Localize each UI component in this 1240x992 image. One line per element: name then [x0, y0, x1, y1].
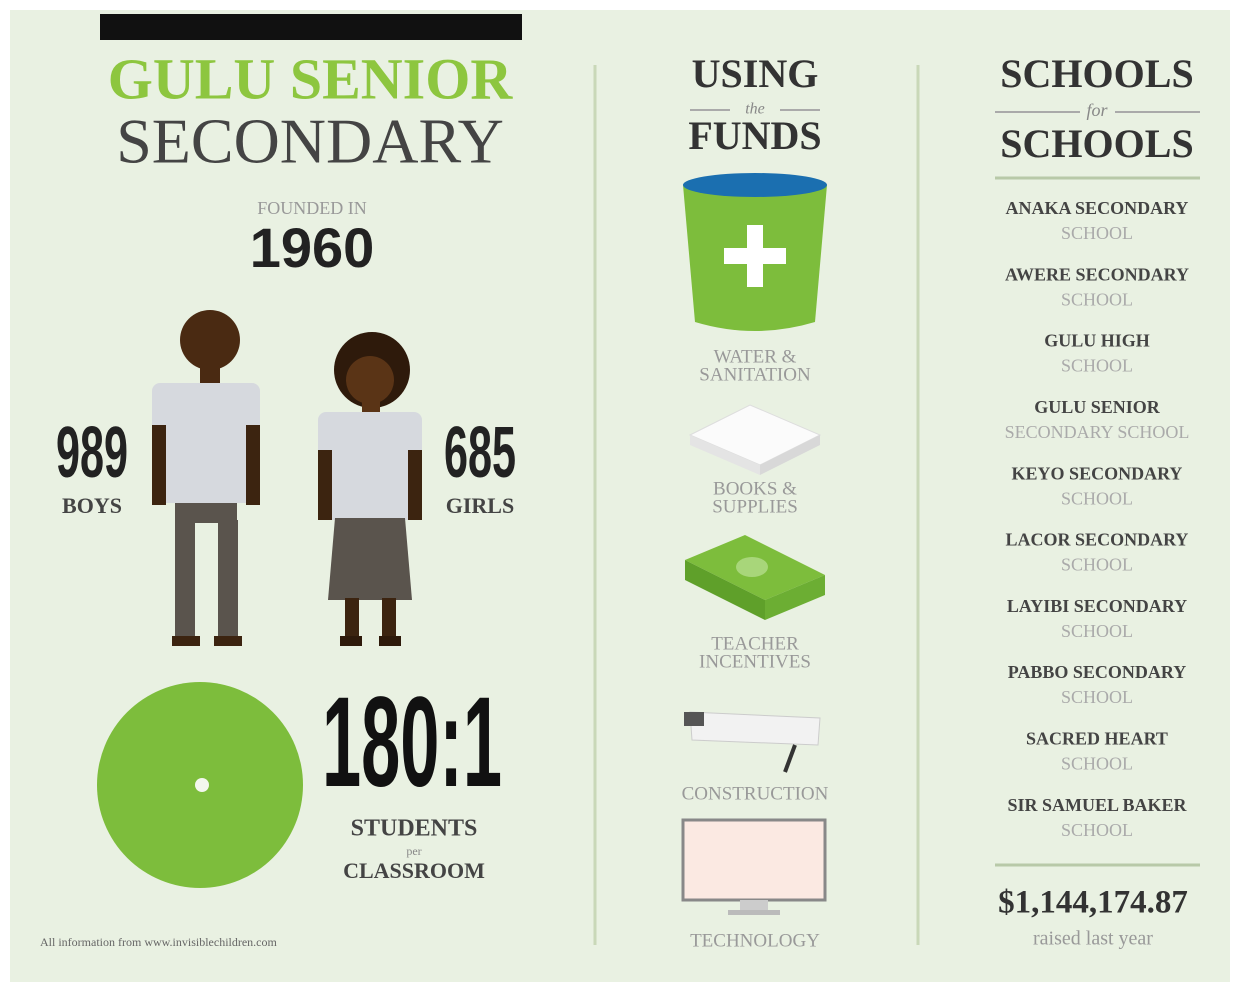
- ratio-line2: CLASSROOM: [343, 858, 485, 883]
- school-name: LAYIBI SECONDARY: [1007, 596, 1187, 616]
- title-line2: SECONDARY: [116, 106, 504, 177]
- fund-label: SANITATION: [699, 364, 811, 385]
- school-name: PABBO SECONDARY: [1008, 662, 1187, 682]
- school-sub: SCHOOL: [1061, 687, 1133, 707]
- school-name: SIR SAMUEL BAKER: [1007, 795, 1187, 815]
- school-sub: SCHOOL: [1061, 555, 1133, 575]
- schools-heading2: SCHOOLS: [1000, 121, 1193, 166]
- school-sub: SECONDARY SCHOOL: [1005, 422, 1190, 442]
- school-name: LACOR SECONDARY: [1006, 530, 1189, 550]
- school-sub: SCHOOL: [1061, 820, 1133, 840]
- school-name: GULU HIGH: [1044, 331, 1150, 351]
- funds-heading1: USING: [692, 51, 819, 96]
- school-name: ANAKA SECONDARY: [1006, 198, 1189, 218]
- funds-heading2: FUNDS: [688, 113, 821, 158]
- ratio-line1: STUDENTS: [351, 816, 478, 842]
- school-sub: SCHOOL: [1061, 289, 1133, 309]
- fund-label: CONSTRUCTION: [682, 783, 829, 804]
- page: { "header": {"title_line1": "GULU SENIOR…: [0, 0, 1240, 992]
- ratio-value: 180:1: [322, 669, 502, 813]
- school-name: GULU SENIOR: [1034, 397, 1161, 417]
- footnote: All information from www.invisiblechildr…: [40, 935, 278, 949]
- school-name: KEYO SECONDARY: [1012, 463, 1183, 483]
- school-sub: SCHOOL: [1061, 356, 1133, 376]
- boys-count: 989: [56, 412, 128, 493]
- monitor-icon: [683, 820, 825, 915]
- school-name: AWERE SECONDARY: [1005, 264, 1189, 284]
- fund-label: SUPPLIES: [712, 496, 798, 517]
- fund-label: TECHNOLOGY: [690, 930, 820, 951]
- schools-connector: for: [1086, 100, 1108, 120]
- school-name: SACRED HEART: [1026, 729, 1168, 749]
- school-sub: SCHOOL: [1061, 223, 1133, 243]
- top-bar: [100, 14, 522, 40]
- bucket-icon: [683, 173, 827, 331]
- total-label: raised last year: [1033, 928, 1153, 950]
- founded-year: 1960: [250, 216, 375, 279]
- infographic: GULU SENIOR SECONDARY FOUNDED IN 1960 98…: [0, 0, 1240, 992]
- title-line1: GULU SENIOR: [108, 46, 514, 111]
- boys-label: BOYS: [62, 493, 122, 518]
- schools-heading1: SCHOOLS: [1000, 51, 1193, 96]
- school-sub: SCHOOL: [1061, 754, 1133, 774]
- student-dot: [195, 778, 209, 792]
- girls-label: GIRLS: [446, 493, 514, 518]
- school-sub: SCHOOL: [1061, 488, 1133, 508]
- fund-label: INCENTIVES: [699, 651, 811, 672]
- ratio-connector: per: [406, 844, 421, 858]
- girls-count: 685: [444, 412, 516, 493]
- total-raised: $1,144,174.87: [998, 885, 1188, 921]
- school-sub: SCHOOL: [1061, 621, 1133, 641]
